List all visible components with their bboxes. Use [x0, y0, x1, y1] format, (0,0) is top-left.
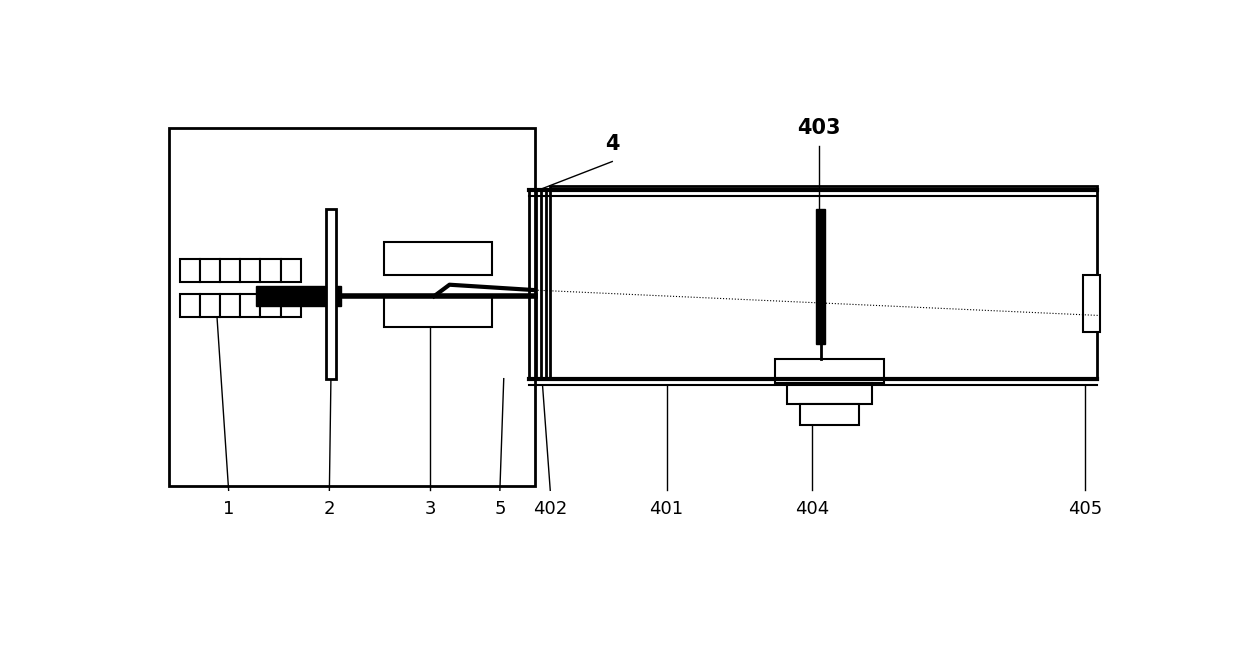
Text: 2: 2 [324, 500, 335, 518]
Text: 4: 4 [605, 134, 620, 154]
Text: 402: 402 [533, 500, 568, 518]
Bar [383, 242, 492, 275]
Text: 405: 405 [1068, 500, 1102, 518]
Bar [786, 383, 872, 404]
Text: 401: 401 [650, 500, 683, 518]
Bar [221, 259, 241, 282]
Bar [816, 209, 826, 344]
Bar [800, 404, 858, 425]
Text: 1: 1 [223, 500, 234, 518]
Bar [200, 259, 221, 282]
Bar [260, 294, 280, 317]
Bar [255, 286, 341, 306]
Bar [775, 359, 883, 383]
Text: 404: 404 [795, 500, 830, 518]
Bar [200, 294, 221, 317]
Text: 3: 3 [424, 500, 436, 518]
Bar [280, 259, 300, 282]
Bar [325, 209, 336, 379]
Bar [1083, 275, 1100, 332]
Bar [260, 259, 280, 282]
Bar [180, 294, 200, 317]
Bar [241, 259, 260, 282]
Bar [180, 259, 200, 282]
Text: 403: 403 [797, 118, 841, 138]
Bar [551, 186, 1096, 379]
Bar [221, 294, 241, 317]
Bar [383, 295, 492, 327]
Bar [280, 294, 300, 317]
Bar [169, 129, 534, 486]
Text: 5: 5 [494, 500, 506, 518]
Bar [241, 294, 260, 317]
